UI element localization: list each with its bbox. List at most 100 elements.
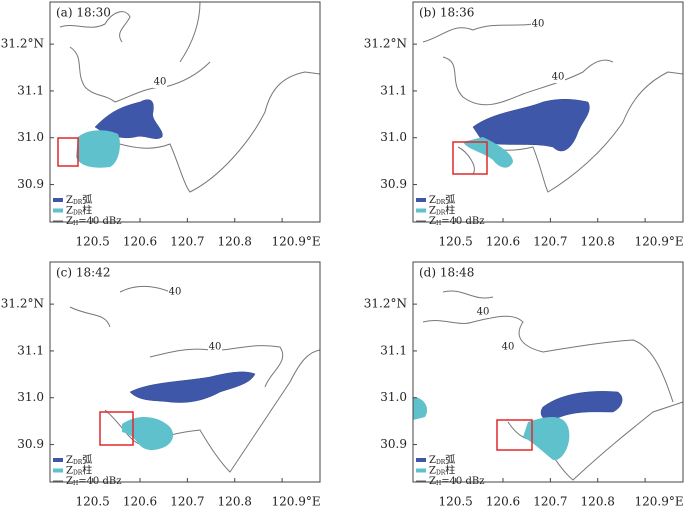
legend-text: 柱 [445,203,455,216]
highlight-box [452,141,488,175]
contour-label: 40 [502,342,515,353]
frame [49,261,321,483]
y-tick-label: 30.9 [380,177,407,191]
panel-label: (c) 18:42 [56,266,110,280]
contour-label: 40 [169,287,182,298]
zdr-column [76,130,120,168]
legend-label: ZH=40 dBz [429,476,485,487]
x-tick-label: 120.9°E [635,495,684,509]
contour-label-bg [531,18,545,30]
legend-symbol: Z [429,476,436,487]
y-tick-label: 31.1 [380,343,407,357]
legend-symbol: Z [66,205,73,216]
legend-subscript: H [73,220,78,227]
legend-label: ZH=40 dBz [66,216,122,227]
panel: (a) 18:30 40 120.5 120.6 120.7 120.8 120.9°E 30… [1,1,321,249]
legend-label: ZDR柱 [66,203,92,216]
legend-symbol: Z [429,465,436,476]
panel-label: (d) 18:48 [419,266,474,280]
zdr-column [122,416,174,450]
y-tick-label: 31.1 [380,83,407,97]
panel-d-shapes [413,290,684,481]
legend-subscript: H [73,480,78,487]
zdr-arc [94,99,163,139]
x-tick-label: 120.5 [75,235,109,249]
panel-label: (b) 18:36 [419,6,474,20]
contour [422,23,684,193]
legend-subscript: DR [73,459,83,466]
contour-label-bg [476,306,490,318]
legend-swatch [53,468,63,473]
zdr-column [463,137,513,168]
legend-swatch [53,458,63,462]
legend-symbol: Z [66,476,73,487]
zdr-arc [129,371,256,403]
legend-text: 柱 [82,463,92,476]
y-tick-label: 31.2°N [1,297,44,311]
legend-subscript: H [436,220,441,227]
legend-text: =40 dBz [78,216,121,227]
y-tick-label: 31.0 [17,390,44,404]
legend-text: 柱 [82,203,92,216]
x-tick-label: 120.5 [75,495,109,509]
legend-symbol: Z [66,195,73,206]
contour [59,1,321,193]
contour-label: 40 [154,77,167,88]
legend-text: =40 dBz [441,476,484,487]
x-tick-label: 120.5 [438,495,472,509]
y-tick-label: 31.1 [17,83,44,97]
legend-swatch [416,208,426,213]
legend-symbol: Z [66,465,73,476]
x-tick-label: 120.6 [486,495,520,509]
x-tick-label: 120.7 [533,235,567,249]
frame [412,261,684,483]
zdr-arc [540,391,623,421]
frame [49,1,321,223]
legend-text: 弧 [82,193,92,206]
y-tick-label: 31.2°N [364,37,407,51]
contour-label: 40 [552,72,565,83]
legend-symbol: Z [429,195,436,206]
y-tick-label: 31.0 [380,130,407,144]
legend-text: 弧 [445,453,455,466]
legend-subscript: DR [436,199,446,206]
highlight-box [57,137,79,167]
contour-label: 40 [532,19,545,30]
contour-label-bg [168,286,182,298]
x-tick-label: 120.6 [486,235,520,249]
legend-label: ZDR弧 [66,453,92,466]
legend-label: ZH=40 dBz [66,476,122,487]
highlight-box [496,419,533,451]
y-tick-label: 30.9 [17,437,44,451]
legend-symbol: Z [429,455,436,466]
contour-label-bg [208,341,222,353]
x-tick-label: 120.8 [581,495,615,509]
legend-swatch [53,198,63,202]
frame [412,1,684,223]
legend-subscript: H [436,480,441,487]
panel: (c) 18:42 40 40 120.5 120.6 120.7 120.8 120.9°E… [1,261,321,509]
y-tick-label: 31.1 [17,343,44,357]
legend-subscript: DR [436,469,446,476]
legend-subscript: DR [436,209,446,216]
panel-label: (a) 18:30 [56,6,111,20]
legend-label: ZDR弧 [429,193,455,206]
contour-label: 40 [477,307,490,318]
y-tick-label: 31.2°N [1,37,44,51]
x-tick-label: 120.6 [123,235,157,249]
legend-text: 弧 [82,453,92,466]
panel: (d) 18:48 40 40 120.5 120.6 120.7 120.8 120.9°E… [364,261,684,509]
x-tick-label: 120.8 [581,235,615,249]
y-tick-label: 31.2°N [364,297,407,311]
x-tick-label: 120.7 [533,495,567,509]
legend-subscript: DR [73,469,83,476]
zdr-column [413,397,570,461]
legend-swatch [416,198,426,202]
legend-label: ZDR柱 [66,463,92,476]
legend-text: 弧 [445,193,455,206]
contour-label-bg [501,341,515,353]
legend-swatch [416,458,426,462]
contour-label-bg [153,76,167,88]
legend-swatch [416,468,426,473]
contour-label-bg [551,71,565,83]
